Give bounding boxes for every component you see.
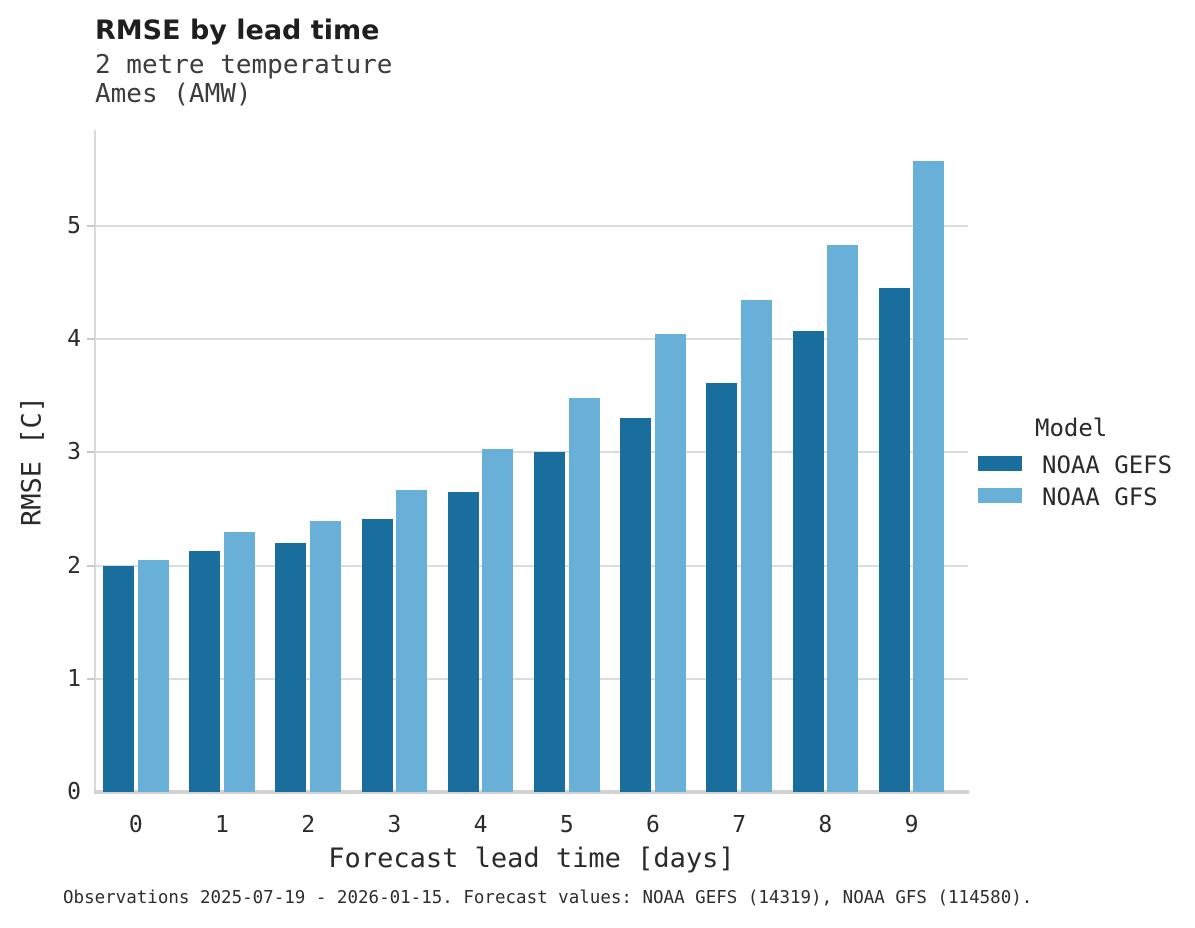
y-tick-label-2: 2 (67, 552, 81, 579)
subtitle-line-1: 2 metre temperature (95, 50, 393, 80)
bar-noaa-gefs-day-3 (361, 519, 393, 792)
x-tick-label-6: 6 (646, 812, 660, 838)
legend-swatch-noaa-gfs (978, 488, 1022, 503)
bar-noaa-gefs-day-4 (447, 492, 479, 792)
x-tick-label-4: 4 (473, 812, 488, 838)
gridline-y-1 (95, 677, 968, 680)
y-tick-5 (87, 225, 95, 227)
chart-title: RMSE by lead time (95, 15, 380, 46)
bar-noaa-gefs-day-7 (706, 383, 738, 792)
y-tick-3 (87, 451, 95, 454)
subtitle-line-2: Ames (AMW) (95, 79, 252, 109)
y-tick-label-1: 1 (67, 665, 81, 692)
y-tick-4 (87, 338, 95, 341)
bar-noaa-gfs-day-3 (396, 489, 428, 792)
y-tick-label-5: 5 (67, 213, 81, 239)
bar-noaa-gefs-day-8 (792, 331, 824, 792)
gridline-y-5 (95, 225, 968, 227)
x-tick-label-3: 3 (387, 812, 402, 838)
y-tick-1 (87, 677, 95, 680)
bar-noaa-gefs-day-9 (878, 288, 910, 792)
bar-noaa-gfs-day-5 (568, 398, 600, 792)
x-axis-baseline (94, 790, 969, 794)
bar-noaa-gefs-day-2 (275, 542, 307, 792)
bar-noaa-gfs-day-7 (740, 299, 772, 792)
y-axis-spine (94, 130, 96, 794)
x-tick-label-7: 7 (732, 812, 747, 838)
bar-noaa-gefs-day-5 (534, 452, 565, 792)
gridline-y-3 (95, 451, 968, 454)
x-tick-label-5: 5 (559, 812, 574, 838)
chart-subtitle: 2 metre temperature Ames (AMW) (95, 51, 392, 109)
bar-noaa-gfs-day-2 (309, 521, 341, 792)
footer-caption: Observations 2025-07-19 - 2026-01-15. Fo… (63, 888, 1033, 908)
bar-noaa-gfs-day-0 (137, 559, 169, 792)
x-tick-label-1: 1 (215, 812, 229, 838)
y-tick-label-4: 4 (67, 326, 81, 353)
legend-label-noaa-gfs: NOAA GFS (1042, 483, 1158, 511)
bar-noaa-gfs-day-6 (654, 333, 686, 792)
legend-label-noaa-gefs: NOAA GEFS (1042, 451, 1173, 479)
y-tick-label-3: 3 (67, 439, 81, 466)
x-axis-title: Forecast lead time [days] (328, 843, 735, 874)
gridline-y-4 (95, 338, 968, 341)
bar-noaa-gfs-day-1 (223, 531, 255, 792)
bar-noaa-gfs-day-4 (482, 449, 514, 792)
bar-noaa-gfs-day-9 (913, 161, 945, 792)
y-tick-2 (87, 564, 95, 567)
bar-noaa-gefs-day-0 (103, 565, 134, 792)
legend-title: Model (1035, 414, 1108, 442)
x-tick-label-2: 2 (301, 812, 316, 838)
plot-area: 0 1 2 3 4 5 0 1 2 3 4 5 6 7 8 9 (67, 130, 969, 838)
bar-noaa-gfs-day-8 (827, 245, 859, 792)
bar-noaa-gefs-day-6 (620, 418, 652, 792)
x-tick-label-9: 9 (904, 812, 919, 838)
y-tick-label-0: 0 (67, 779, 81, 805)
legend-swatch-noaa-gefs (978, 456, 1022, 471)
gridline-y-2 (95, 564, 968, 567)
bar-noaa-gefs-day-1 (189, 550, 221, 792)
x-tick-label-8: 8 (818, 812, 833, 838)
x-tick-label-0: 0 (128, 812, 143, 838)
